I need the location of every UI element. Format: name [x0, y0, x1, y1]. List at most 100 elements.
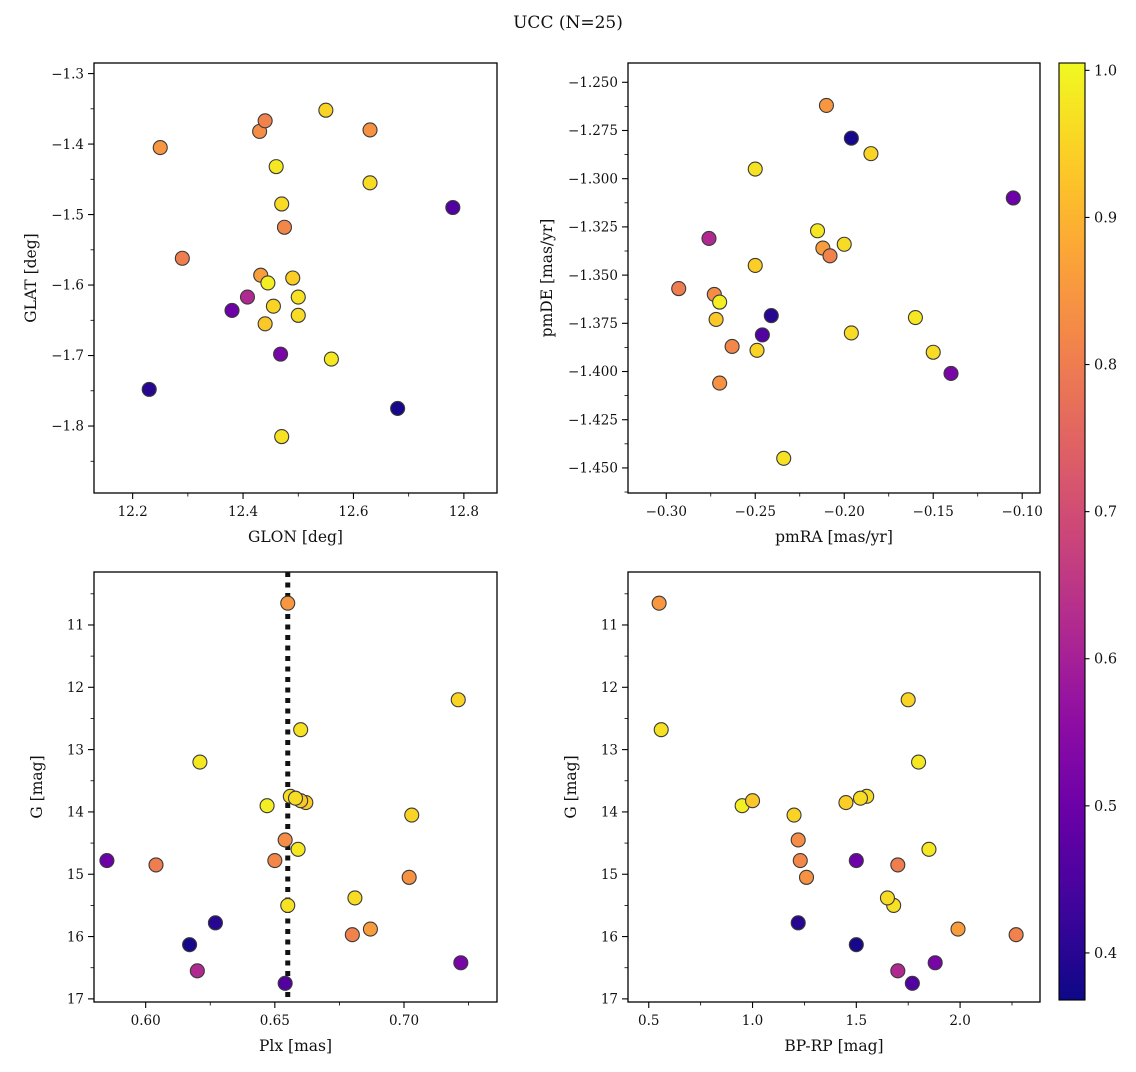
y-tick-label: −1.375: [568, 316, 618, 332]
y-tick-label: −1.5: [51, 207, 84, 223]
star-point: [450, 692, 466, 708]
y-tick-label: −1.8: [51, 419, 84, 435]
y-tick-label: 11: [67, 618, 84, 634]
x-tick-label: −0.25: [735, 504, 776, 520]
star-point: [362, 921, 378, 937]
star-point: [274, 429, 290, 445]
star-point: [651, 595, 667, 611]
x-tick-label: 0.65: [260, 1013, 290, 1029]
y-tick-label: 17: [67, 992, 84, 1008]
x-axis-label-pmra-pmde: pmRA [mas/yr]: [775, 528, 893, 546]
colorbar-gradient: [1058, 62, 1086, 1001]
star-point: [267, 852, 283, 869]
x-tick-label: −0.30: [646, 504, 687, 520]
y-tick-label: −1.3: [51, 66, 84, 82]
star-point: [838, 795, 854, 811]
star-point: [879, 890, 895, 906]
star-point: [890, 963, 906, 979]
x-axis-label-glon-glat: GLON [deg]: [248, 528, 343, 546]
y-tick-label: 15: [601, 867, 618, 883]
panel-bprp-g: 0.5 1.0 1.5 2.0 11 12 13 14 15 16 17 BP-RP [mag] G […: [562, 571, 1041, 1055]
panel-pmra-pmde: −0.30 −0.25 −0.20 −0.15 −0.10 −1.450 −1.425 −1.…: [538, 62, 1043, 546]
star-point: [653, 722, 669, 738]
star-point: [182, 937, 198, 953]
colorbar-tick-label: 0.5: [1094, 799, 1117, 815]
star-point: [445, 199, 461, 216]
y-axis-label-glon-glat: GLAT [deg]: [22, 233, 40, 322]
x-axis-label-bprp-g: BP-RP [mag]: [784, 1037, 883, 1055]
star-point: [260, 275, 276, 291]
star-point: [401, 869, 417, 885]
star-point: [950, 921, 966, 937]
star-point: [257, 316, 273, 332]
colorbar-tick-label: 0.4: [1094, 946, 1117, 962]
star-point: [852, 790, 869, 806]
star-point: [798, 869, 815, 885]
x-axis-label-plx-g: Plx [mas]: [259, 1037, 332, 1055]
y-tick-label: −1.450: [568, 461, 618, 477]
star-point: [708, 311, 724, 328]
y-tick-label: 13: [601, 742, 618, 758]
colorbar-tick-label: 0.8: [1094, 358, 1117, 374]
star-point: [749, 342, 765, 358]
y-tick-label: 17: [601, 992, 618, 1008]
star-point: [943, 365, 959, 381]
x-tick-label: 12.2: [118, 504, 148, 520]
star-point: [207, 915, 223, 931]
x-tick-label: 0.70: [389, 1013, 419, 1029]
star-point: [790, 832, 806, 848]
axes-frame: [93, 62, 498, 494]
y-tick-label: −1.400: [568, 364, 618, 380]
y-tick-label: −1.7: [51, 348, 84, 364]
star-point: [239, 289, 256, 305]
figure-title: UCC (N=25): [513, 13, 623, 33]
star-point: [712, 294, 728, 310]
panel-plx-g: 0.60 0.65 0.70 11 12 13 14 15 16 17 Plx [mas] G [ma…: [28, 571, 498, 1055]
y-tick-label: −1.300: [568, 171, 618, 187]
star-point: [189, 963, 205, 979]
panel-glon-glat: 12.2 12.4 12.6 12.8 −1.8 −1.7 −1.6 −1.5 −1.4 −1.3…: [22, 62, 498, 546]
star-point: [277, 975, 293, 991]
star-point: [911, 754, 927, 770]
star-point: [280, 595, 296, 611]
x-tick-label: −0.10: [1002, 504, 1043, 520]
star-point: [265, 298, 281, 314]
star-point: [276, 219, 293, 235]
y-tick-label: −1.425: [568, 412, 618, 428]
star-point: [259, 798, 275, 814]
x-tick-label: 2.0: [949, 1013, 970, 1029]
star-point: [290, 289, 306, 305]
y-tick-label: 11: [601, 618, 618, 634]
star-point: [809, 223, 826, 239]
star-point: [776, 450, 792, 466]
star-point: [404, 807, 420, 823]
star-point: [925, 344, 941, 360]
star-point: [141, 381, 157, 397]
star-point: [724, 338, 740, 355]
star-point: [99, 852, 115, 869]
star-point: [274, 196, 290, 212]
star-point: [792, 852, 808, 869]
star-point: [268, 159, 284, 175]
axes-frame: [627, 571, 1041, 1003]
star-point: [754, 327, 770, 343]
star-point: [907, 309, 923, 326]
star-point: [747, 257, 763, 274]
star-point: [192, 754, 208, 770]
y-axis-label-plx-g: G [mag]: [28, 755, 46, 818]
y-tick-label: 12: [67, 680, 84, 696]
star-point: [148, 857, 164, 873]
y-tick-label: −1.325: [568, 220, 618, 236]
axes-frame: [93, 571, 498, 1003]
star-point: [323, 351, 339, 367]
x-tick-label: 12.4: [228, 504, 258, 520]
x-tick-label: 1.5: [846, 1013, 867, 1029]
star-point: [836, 236, 852, 252]
y-tick-label: 16: [601, 929, 618, 945]
star-point: [290, 307, 306, 323]
x-tick-label: 12.6: [338, 504, 368, 520]
star-point: [843, 325, 859, 341]
star-point: [293, 722, 309, 738]
star-point: [701, 230, 717, 247]
y-tick-label: 12: [601, 680, 618, 696]
